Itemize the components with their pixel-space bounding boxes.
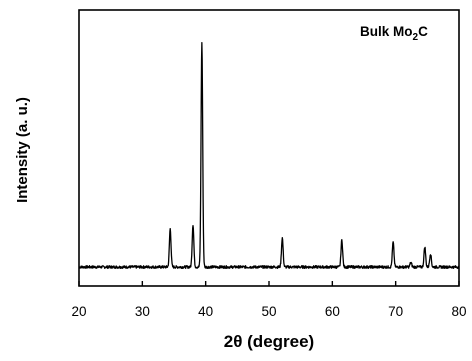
y-axis-title: Intensity (a. u.) <box>14 97 31 203</box>
x-tick-label: 50 <box>261 304 276 319</box>
x-tick-label: 60 <box>325 304 340 319</box>
x-tick-label: 40 <box>198 304 213 319</box>
x-axis-title: 2θ (degree) <box>224 332 314 351</box>
legend-label: Bulk Mo2C <box>360 24 428 43</box>
legend-label-main: Bulk Mo <box>360 24 413 39</box>
x-tick-label: 20 <box>71 304 86 319</box>
xrd-pattern-line <box>78 42 460 269</box>
x-tick-label: 30 <box>135 304 150 319</box>
x-tick-label: 80 <box>451 304 466 319</box>
x-axis-ticks: 20 30 40 50 60 70 80 <box>71 281 467 319</box>
legend-label-subscript: 2 <box>413 32 419 43</box>
plot-frame <box>78 9 460 287</box>
x-tick-label: 70 <box>388 304 403 319</box>
legend-label-tail: C <box>418 24 428 39</box>
